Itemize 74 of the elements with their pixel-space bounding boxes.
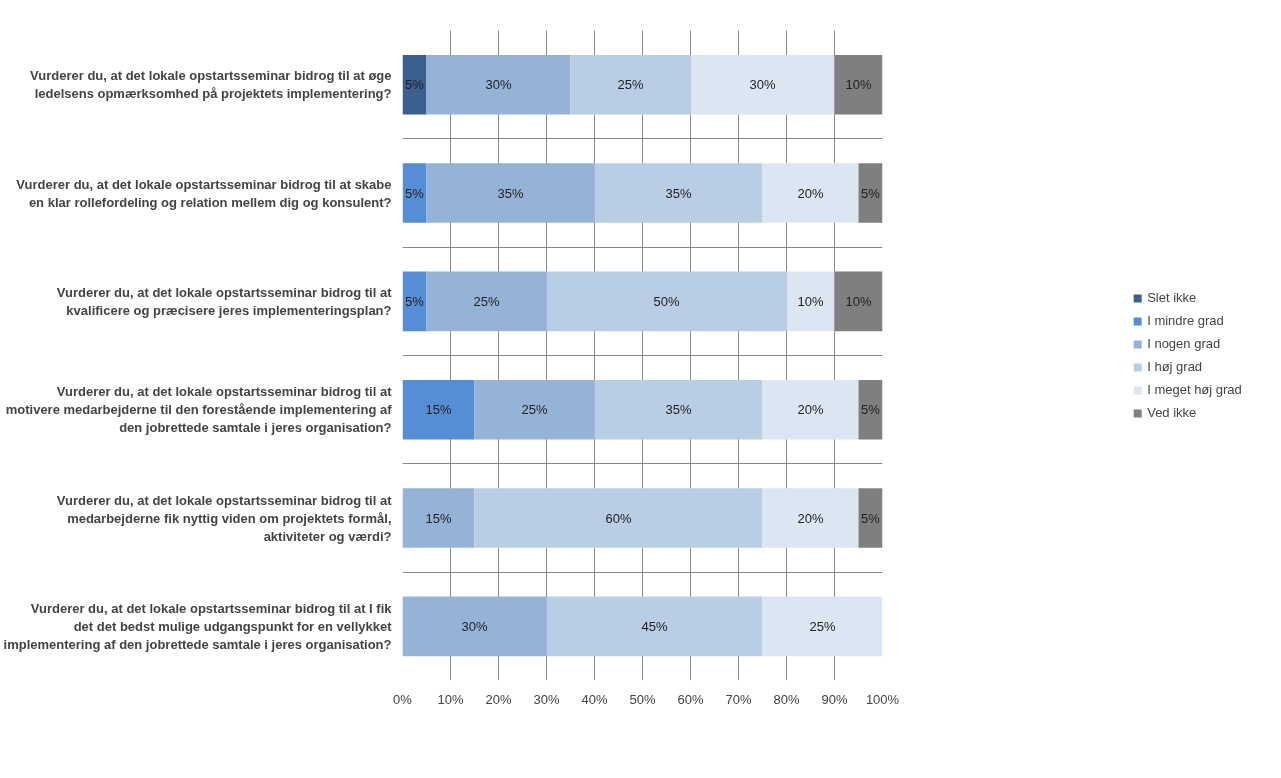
y-tick-label: Vurderer du, at det lokale opstartsseminar bidrog til at medarbejderne fik nyttig viden om projektets formål, aktiviteter og værdi? xyxy=(56,492,393,544)
bar xyxy=(426,54,571,115)
data-label: 30% xyxy=(749,77,776,93)
bar xyxy=(834,271,883,332)
data-label: 60% xyxy=(605,510,632,526)
legend-label: Slet ikke xyxy=(1147,290,1197,305)
bar xyxy=(546,596,763,657)
y-tick-label: Vurderer du, at det lokale opstartsseminar bidrog til at øge ledelsens opmærksomhed på projektets implementering? xyxy=(30,68,392,102)
data-label: 20% xyxy=(797,510,824,526)
bar xyxy=(762,488,859,548)
bar xyxy=(402,54,427,115)
data-label: 5% xyxy=(405,185,425,201)
bar xyxy=(762,163,859,223)
x-tick-label: 10% xyxy=(437,691,464,707)
legend-label: I meget høj grad xyxy=(1147,382,1242,397)
bar xyxy=(594,379,763,440)
data-label: 25% xyxy=(473,293,500,309)
bar xyxy=(402,379,475,440)
y-tick-label: Vurderer du, at det lokale opstartsseminar bidrog til at kvalificere og præcisere jeres implementeringsplan? xyxy=(56,284,393,318)
bar xyxy=(474,379,595,440)
data-label: 5% xyxy=(861,402,881,418)
data-label: 10% xyxy=(845,77,872,93)
data-label: 25% xyxy=(617,77,644,93)
data-label: 20% xyxy=(797,185,824,201)
y-tick-label: Vurderer du, at det lokale opstartsseminar bidrog til at motivere medarbejderne til den forestående implementering af den jobrettede samtale i jeres organisation? xyxy=(5,384,393,436)
data-label: 30% xyxy=(461,618,488,634)
bar xyxy=(474,488,763,548)
data-label: 35% xyxy=(665,402,692,418)
x-tick-label: 40% xyxy=(581,691,608,707)
bar xyxy=(690,54,835,115)
data-label: 20% xyxy=(797,402,824,418)
legend-label: Ved ikke xyxy=(1147,405,1197,420)
bar xyxy=(594,163,763,223)
y-tick-label: Vurderer du, at det lokale opstartsseminar bidrog til at I fik det det bedst mulige udgangspunkt for en vellykket implementering af den jobrettede samtale i jeres organisation? xyxy=(3,600,393,652)
bar xyxy=(546,271,787,332)
x-tick-label: 90% xyxy=(821,691,848,707)
x-tick-label: 20% xyxy=(485,691,512,707)
x-tick-label: 50% xyxy=(629,691,656,707)
bar xyxy=(426,163,595,223)
data-label: 10% xyxy=(845,293,872,309)
bar xyxy=(402,488,475,548)
data-label: 15% xyxy=(425,510,452,526)
x-tick-label: 30% xyxy=(533,691,560,707)
x-tick-label: 0% xyxy=(393,691,413,707)
bar xyxy=(834,54,883,115)
data-label: 50% xyxy=(653,293,680,309)
data-label: 45% xyxy=(641,618,668,634)
legend-label: I høj grad xyxy=(1147,359,1203,374)
data-label: 5% xyxy=(861,510,881,526)
data-label: 5% xyxy=(861,185,881,201)
data-label: 35% xyxy=(497,185,524,201)
bar xyxy=(402,271,427,332)
legend-label: I mindre grad xyxy=(1147,313,1224,328)
data-label: 25% xyxy=(809,618,836,634)
bar xyxy=(402,163,427,223)
data-label: 5% xyxy=(405,77,425,93)
x-tick-label: 70% xyxy=(725,691,752,707)
bar xyxy=(762,596,883,657)
x-tick-label: 100% xyxy=(865,691,900,707)
data-label: 10% xyxy=(797,293,824,309)
data-label: 30% xyxy=(485,77,512,93)
bar xyxy=(402,596,547,657)
data-label: 35% xyxy=(665,185,692,201)
data-label: 5% xyxy=(405,293,425,309)
bar xyxy=(762,379,859,440)
data-label: 25% xyxy=(521,402,548,418)
y-tick-label: Vurderer du, at det lokale opstartsseminar bidrog til at skabe en klar rollefordeling og relation mellem dig og konsulent? xyxy=(16,176,392,210)
bar xyxy=(570,54,691,115)
legend-label: I nogen grad xyxy=(1147,336,1221,351)
bar xyxy=(786,271,835,332)
x-tick-label: 60% xyxy=(677,691,704,707)
bar xyxy=(426,271,547,332)
data-label: 15% xyxy=(425,402,452,418)
x-tick-label: 80% xyxy=(773,691,800,707)
